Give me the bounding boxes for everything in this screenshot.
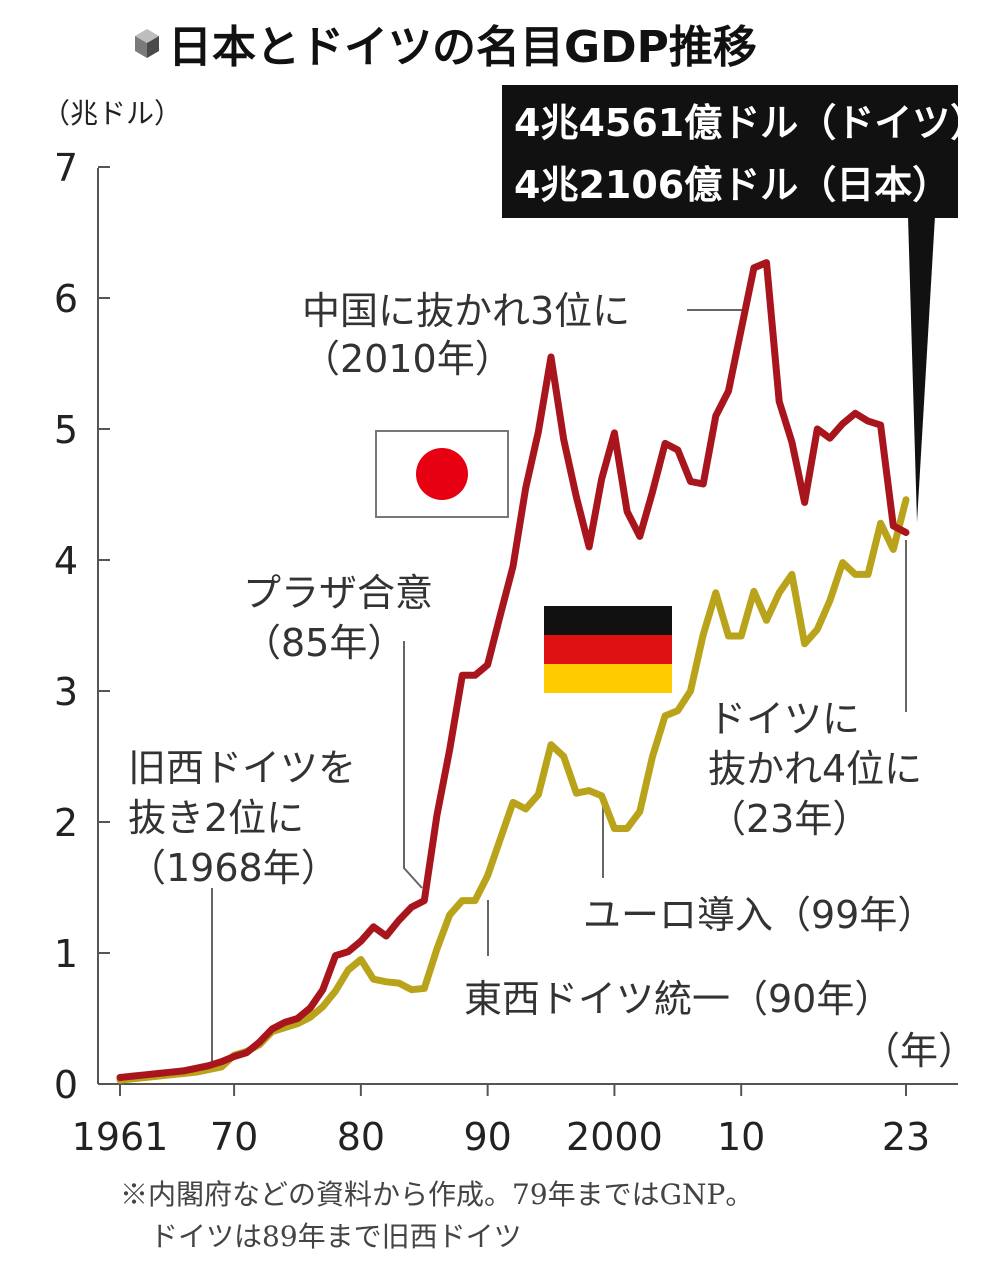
series-line-japan bbox=[116, 259, 910, 1081]
annotation-china-line2: （2010年） bbox=[302, 337, 513, 381]
y-tick-label: 6 bbox=[54, 277, 78, 321]
annotation-china-line1: 中国に抜かれ3位に bbox=[302, 289, 630, 333]
leader-lines bbox=[211, 309, 907, 1066]
annotation-1968-line1: 旧西ドイツを bbox=[128, 746, 356, 790]
y-unit-label: （兆ドル） bbox=[42, 97, 182, 130]
y-tick-label: 2 bbox=[54, 801, 78, 845]
x-unit-label: （年） bbox=[862, 1029, 976, 1073]
callout-box: 4兆4561億ドル（ドイツ） 4兆2106億ドル（日本） bbox=[502, 85, 988, 522]
y-tick-label: 0 bbox=[54, 1063, 78, 1107]
x-tick-label: 10 bbox=[717, 1115, 765, 1159]
cube-icon bbox=[135, 29, 159, 58]
annotation-germany-line3: （23年） bbox=[708, 797, 870, 841]
annotation-germany-line1: ドイツに bbox=[708, 697, 860, 741]
x-tick-label: 90 bbox=[463, 1115, 511, 1159]
y-tick-label: 3 bbox=[54, 670, 78, 714]
annotation-germany-line2: 抜かれ4位に bbox=[708, 747, 922, 791]
germany-flag-icon bbox=[544, 606, 672, 693]
annotation-unification: 東西ドイツ統一（90年） bbox=[464, 977, 892, 1021]
callout-germany-value: 4兆4561億ドル（ドイツ） bbox=[514, 101, 988, 145]
annotation-1968-line2: 抜き2位に bbox=[128, 796, 304, 840]
callout-japan-value: 4兆2106億ドル（日本） bbox=[514, 163, 950, 207]
y-tick-label: 7 bbox=[54, 146, 78, 190]
source-note-line1: ※内閣府などの資料から作成。79年まではGNP。 bbox=[120, 1178, 753, 1211]
japan-flag-icon bbox=[375, 430, 509, 518]
annotation-1968-line3: （1968年） bbox=[128, 846, 339, 890]
x-tick-label: 80 bbox=[337, 1115, 385, 1159]
y-tick-label: 4 bbox=[54, 539, 78, 583]
chart-title: 日本とドイツの名目GDP推移 bbox=[168, 22, 757, 73]
y-tick-label: 5 bbox=[54, 408, 78, 452]
annotation-euro: ユーロ導入（99年） bbox=[583, 893, 935, 937]
x-tick-label: 23 bbox=[882, 1115, 930, 1159]
x-tick-label: 70 bbox=[210, 1115, 258, 1159]
x-tick-label: 1961 bbox=[72, 1115, 169, 1159]
x-tick-label: 2000 bbox=[566, 1115, 663, 1159]
annotation-plaza-line1: プラザ合意 bbox=[243, 571, 433, 615]
y-tick-label: 1 bbox=[54, 932, 78, 976]
annotation-plaza-line2: （85年） bbox=[243, 621, 405, 665]
source-note-line2: ドイツは89年まで旧西ドイツ bbox=[150, 1220, 522, 1253]
